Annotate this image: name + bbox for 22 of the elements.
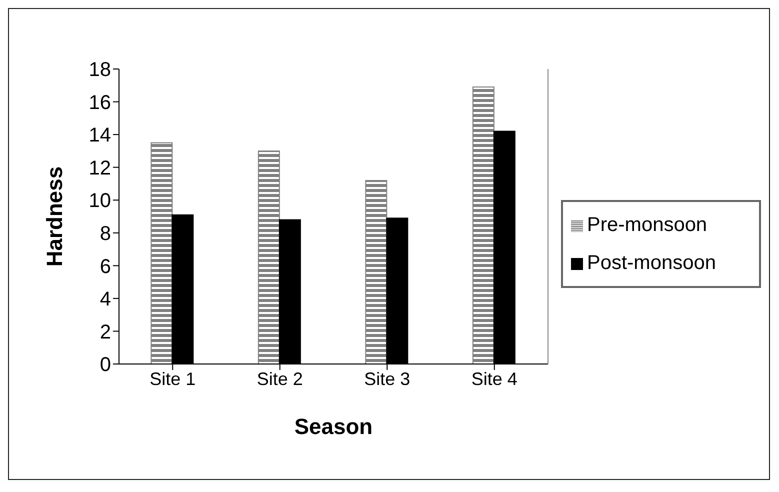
- y-tick-label: 16: [88, 92, 111, 114]
- y-axis-title: Hardness: [42, 166, 67, 267]
- legend-label: Post-monsoon: [587, 252, 716, 274]
- y-tick-label: 14: [88, 124, 111, 147]
- y-tick-label: 12: [88, 157, 111, 180]
- bar: [258, 150, 280, 364]
- x-tick-label: Site 1: [150, 368, 196, 389]
- x-tick-label: Site 3: [364, 368, 410, 389]
- y-tick-label: 8: [100, 222, 111, 245]
- y-tick-label: 6: [100, 256, 111, 278]
- bar: [365, 180, 388, 364]
- x-axis-title: Season: [294, 414, 373, 439]
- bar: [472, 86, 494, 364]
- bar: [150, 142, 173, 364]
- x-tick-label: Site 4: [471, 368, 518, 389]
- y-tick-label: 10: [88, 190, 111, 212]
- y-tick-label: 18: [88, 59, 111, 82]
- y-tick-label: 2: [100, 321, 111, 344]
- y-tick-label: 4: [100, 288, 111, 311]
- x-tick-label: Site 2: [256, 368, 303, 389]
- legend-label: Pre-monsoon: [587, 214, 708, 236]
- y-tick-label: 0: [100, 354, 111, 376]
